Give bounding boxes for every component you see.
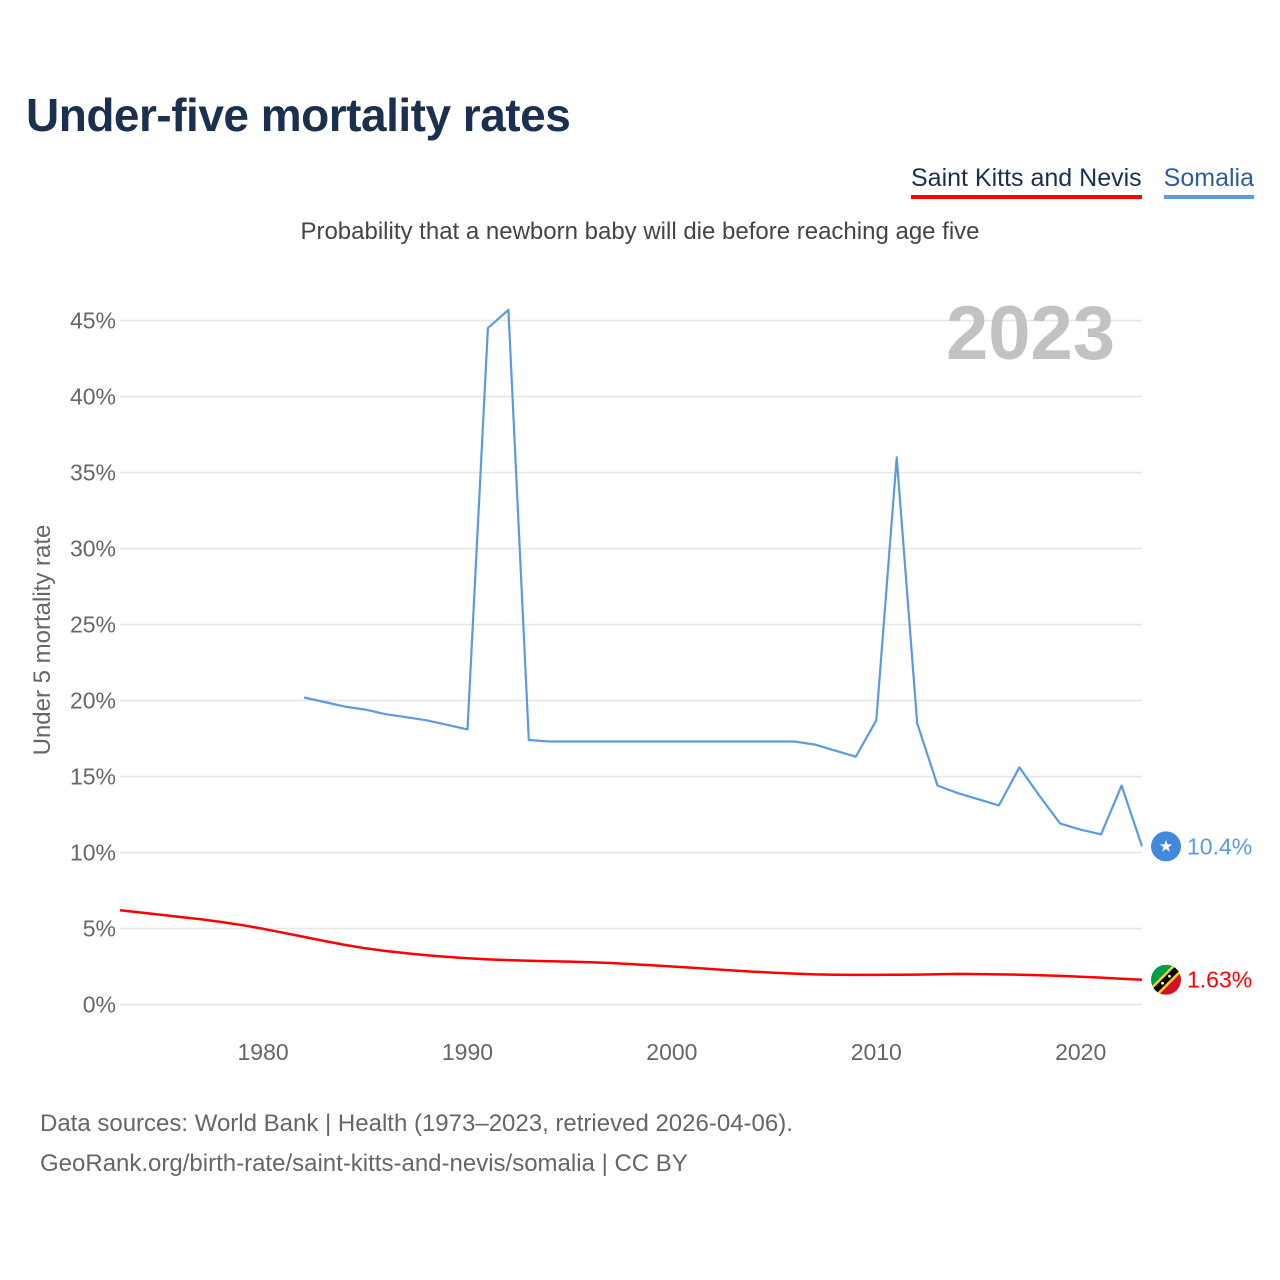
x-tick-label: 2000 bbox=[646, 1039, 697, 1065]
x-tick-label: 2010 bbox=[851, 1039, 902, 1065]
x-tick-label: 1980 bbox=[237, 1039, 288, 1065]
y-tick-label: 5% bbox=[83, 916, 116, 942]
y-tick-label: 45% bbox=[70, 308, 116, 334]
y-tick-label: 20% bbox=[70, 688, 116, 714]
y-tick-label: 15% bbox=[70, 764, 116, 790]
y-tick-label: 30% bbox=[70, 536, 116, 562]
legend-item-somalia[interactable]: Somalia bbox=[1163, 164, 1254, 199]
y-tick-label: 40% bbox=[70, 384, 116, 410]
saint-kitts-and-nevis-flag-icon bbox=[1151, 964, 1181, 995]
x-axis-ticks: 1980 1990 2000 2010 2020 bbox=[237, 1039, 1106, 1065]
legend: Saint Kitts and Nevis Somalia bbox=[911, 164, 1254, 199]
legend-item-saint-kitts-and-nevis[interactable]: Saint Kitts and Nevis bbox=[911, 164, 1142, 199]
current-year-label: 2023 bbox=[946, 291, 1116, 376]
footer: Data sources: World Bank | Health (1973–… bbox=[40, 1104, 793, 1184]
y-tick-label: 25% bbox=[70, 612, 116, 638]
y-tick-label: 0% bbox=[83, 992, 116, 1018]
gridlines bbox=[120, 319, 1142, 1006]
y-axis-title: Under 5 mortality rate bbox=[29, 525, 56, 756]
x-tick-label: 1990 bbox=[442, 1039, 493, 1065]
chart-subtitle: Probability that a newborn baby will die… bbox=[300, 218, 980, 245]
end-markers: 1.63% 10.4% bbox=[1151, 831, 1252, 995]
somalia-flag-icon bbox=[1151, 831, 1181, 862]
series-lines bbox=[119, 308, 1144, 981]
y-tick-label: 35% bbox=[70, 460, 116, 486]
series-line-somalia[interactable] bbox=[303, 308, 1144, 847]
data-source-text: Data sources: World Bank | Health (1973–… bbox=[40, 1110, 793, 1137]
end-value-label: 10.4% bbox=[1187, 833, 1252, 859]
end-value-label: 1.63% bbox=[1187, 967, 1252, 993]
y-axis-ticks: 0% 5% 10% 15% 20% 25% 30% 35% 40% 45% bbox=[70, 308, 116, 1018]
page-title: Under-five mortality rates bbox=[26, 89, 571, 141]
y-tick-label: 10% bbox=[70, 840, 116, 866]
source-url-text[interactable]: GeoRank.org/birth-rate/saint-kitts-and-n… bbox=[40, 1150, 688, 1177]
line-chart: 0% 5% 10% 15% 20% 25% 30% 35% 40% 45% 1980 1990 200… bbox=[29, 308, 1252, 1066]
series-line-saint-kitts-and-nevis[interactable] bbox=[119, 909, 1143, 981]
x-tick-label: 2020 bbox=[1055, 1039, 1106, 1065]
